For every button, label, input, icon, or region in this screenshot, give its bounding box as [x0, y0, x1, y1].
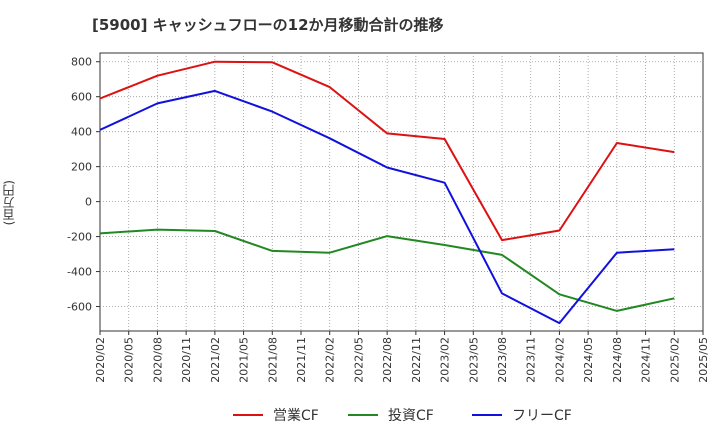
series-line-1 [99, 60, 675, 242]
x-tick-label: 2022/02 [324, 337, 337, 383]
x-tick-label: 2023/11 [525, 337, 538, 383]
legend-label-3: フリーCF [512, 408, 572, 424]
x-tick-label: 2021/02 [209, 337, 222, 383]
legend-label-1: 営業CF [273, 408, 319, 424]
x-tick-label: 2021/05 [238, 337, 251, 383]
y-tick-label: -200 [67, 231, 92, 244]
y-tick-label: -600 [67, 301, 92, 314]
x-tick-label: 2023/05 [467, 337, 480, 383]
x-tick-label: 2022/11 [410, 337, 423, 383]
y-tick-label: 0 [85, 196, 92, 209]
x-tick-label: 2023/08 [496, 337, 509, 383]
series-line-3 [99, 89, 675, 325]
y-tick-label: 600 [71, 91, 92, 104]
x-tick-label: 2025/05 [697, 337, 710, 383]
chart-title: [5900] キャッシュフローの12か月移動合計の推移 [92, 16, 444, 34]
y-tick-label: 200 [71, 161, 92, 174]
legend-label-2: 投資CF [388, 408, 434, 424]
x-tick-label: 2025/02 [668, 337, 681, 383]
x-tick-label: 2020/02 [94, 337, 107, 383]
x-tick-label: 2022/05 [352, 337, 365, 383]
x-tick-label: 2024/08 [611, 337, 624, 383]
x-tick-label: 2024/05 [582, 337, 595, 383]
plot-area [99, 52, 704, 332]
x-tick-label: 2020/05 [123, 337, 136, 383]
y-tick-label: 400 [71, 126, 92, 139]
y-tick-label: -400 [67, 266, 92, 279]
y-tick-label: 800 [71, 56, 92, 69]
x-tick-label: 2021/08 [266, 337, 279, 383]
x-tick-label: 2024/11 [640, 337, 653, 383]
x-tick-label: 2024/02 [553, 337, 566, 383]
x-tick-label: 2020/08 [151, 337, 164, 383]
x-tick-label: 2020/11 [180, 337, 193, 383]
x-tick-label: 2021/11 [295, 337, 308, 383]
x-tick-label: 2023/02 [439, 337, 452, 383]
x-tick-label: 2022/08 [381, 337, 394, 383]
